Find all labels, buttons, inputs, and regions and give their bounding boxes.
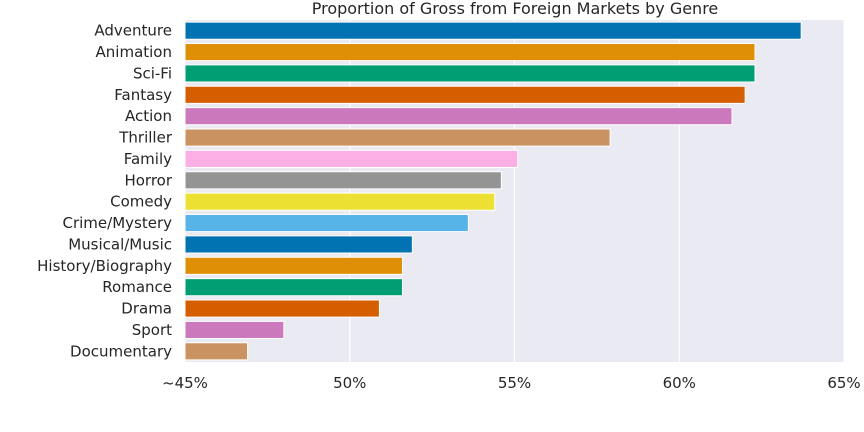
x-tick-label: ~45% bbox=[162, 374, 208, 392]
bar bbox=[184, 299, 380, 318]
category-label: Family bbox=[124, 150, 172, 168]
category-label: Thriller bbox=[118, 129, 173, 147]
category-label: Crime/Mystery bbox=[63, 214, 173, 232]
category-label: History/Biography bbox=[37, 257, 172, 275]
bar bbox=[184, 43, 756, 62]
category-label: Sci-Fi bbox=[133, 64, 172, 82]
bars bbox=[184, 21, 802, 361]
category-label: Horror bbox=[124, 171, 172, 189]
bar bbox=[184, 149, 519, 168]
bar bbox=[184, 278, 403, 297]
bar bbox=[184, 214, 469, 233]
bar bbox=[184, 107, 733, 126]
bar bbox=[184, 192, 496, 211]
x-tick-label: 50% bbox=[333, 374, 366, 392]
category-label: Action bbox=[125, 107, 172, 125]
category-label: Musical/Music bbox=[68, 235, 172, 253]
x-tick-label: 60% bbox=[663, 374, 696, 392]
category-label: Drama bbox=[121, 300, 172, 318]
category-label: Documentary bbox=[70, 342, 172, 360]
bar bbox=[184, 128, 611, 147]
bar bbox=[184, 171, 502, 190]
category-labels: Adventure Animation Sci-Fi Fantasy Action Thr… bbox=[37, 22, 173, 361]
bar bbox=[184, 256, 403, 275]
category-label: Romance bbox=[102, 278, 172, 296]
bar bbox=[184, 85, 746, 104]
bar bbox=[184, 21, 802, 40]
bar bbox=[184, 342, 249, 361]
bar bbox=[184, 235, 413, 254]
x-tick-label: 55% bbox=[498, 374, 531, 392]
bar bbox=[184, 64, 756, 83]
bar bbox=[184, 320, 285, 339]
x-tick-label: 65% bbox=[827, 374, 860, 392]
chart-title: Proportion of Gross from Foreign Markets… bbox=[312, 0, 719, 18]
x-tick-labels: ~45% 50% 55% 60% 65% bbox=[162, 374, 861, 392]
category-label: Animation bbox=[96, 43, 172, 61]
category-label: Fantasy bbox=[114, 86, 172, 104]
category-label: Comedy bbox=[110, 193, 172, 211]
category-label: Adventure bbox=[94, 22, 172, 40]
category-label: Sport bbox=[132, 321, 172, 339]
